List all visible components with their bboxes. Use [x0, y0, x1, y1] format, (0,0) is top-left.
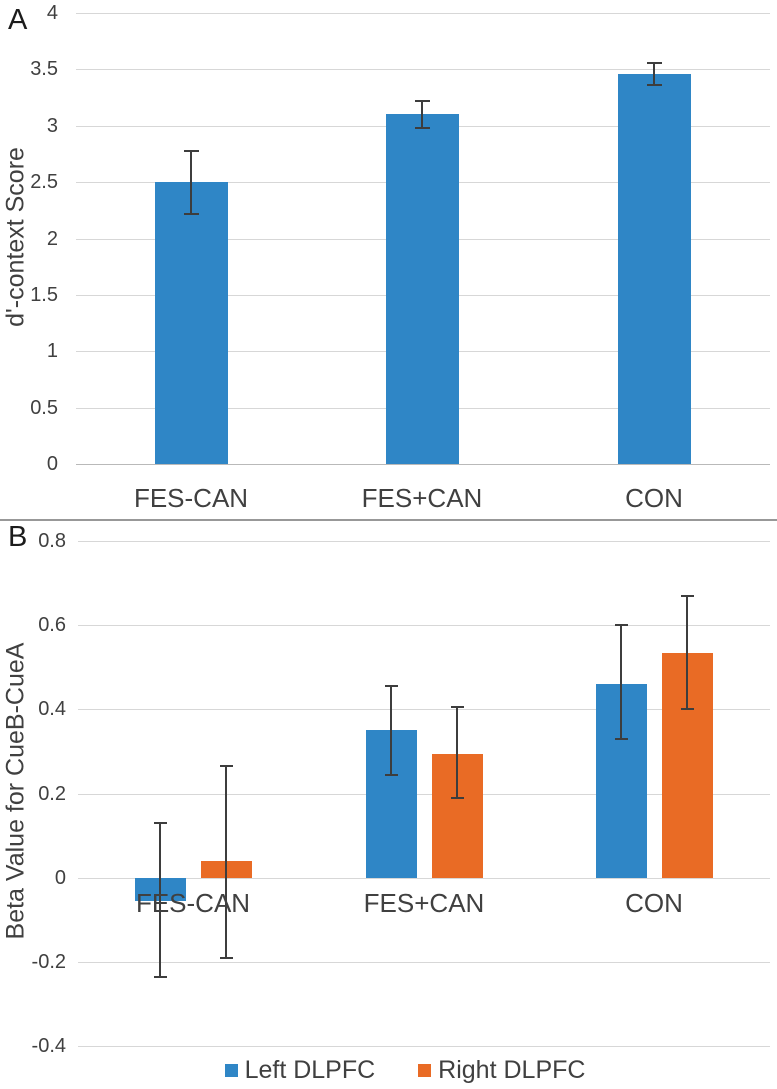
y-tick-label: 3.5	[30, 58, 58, 81]
y-tick-label: -0.2	[31, 950, 66, 973]
error-bar-line	[390, 686, 392, 775]
gridline	[76, 464, 770, 465]
panel-a-y-axis-title: d'-context Score	[1, 147, 30, 327]
legend: Left DLPFC Right DLPFC	[40, 1054, 770, 1086]
bar	[154, 182, 228, 464]
error-bar-cap-top	[153, 821, 167, 824]
error-bar-cap-bottom	[183, 212, 199, 215]
category-label: CON	[625, 483, 683, 513]
legend-label-left-dlpfc: Left DLPFC	[244, 1055, 376, 1084]
legend-item-left-dlpfc: Left DLPFC	[224, 1055, 376, 1085]
error-bar-line	[159, 822, 161, 977]
bar	[661, 652, 713, 878]
y-tick-label: 3	[46, 114, 58, 137]
y-tick-label: 1	[46, 340, 58, 363]
bar	[385, 114, 459, 464]
bar	[365, 730, 417, 878]
error-bar-cap-top	[614, 624, 628, 627]
gridline	[78, 793, 770, 795]
category-label: FES-CAN	[135, 888, 251, 918]
error-bar-cap-top	[414, 99, 430, 102]
bar	[134, 877, 186, 901]
gridline	[76, 294, 770, 296]
category-label: CON	[625, 888, 683, 918]
category-label: FES+CAN	[363, 888, 485, 918]
error-bar-line	[456, 707, 458, 798]
gridline	[78, 541, 770, 542]
error-bar-cap-bottom	[614, 737, 628, 740]
gridline	[76, 69, 770, 71]
bar	[431, 753, 483, 878]
gridline	[78, 961, 770, 963]
gridline	[76, 351, 770, 353]
panel-a-letter: A	[8, 4, 28, 36]
legend-label-right-dlpfc: Right DLPFC	[438, 1055, 586, 1084]
error-bar-cap-top	[384, 685, 398, 688]
error-bar-cap-bottom	[219, 956, 233, 959]
error-bar-cap-bottom	[153, 975, 167, 978]
error-bar-cap-bottom	[680, 708, 694, 711]
error-bar-cap-top	[680, 594, 694, 597]
legend-swatch-right-dlpfc	[418, 1063, 432, 1077]
gridline	[76, 125, 770, 127]
category-label: FES+CAN	[361, 483, 483, 513]
gridline	[78, 1046, 770, 1047]
gridline	[76, 407, 770, 409]
gridline	[78, 877, 770, 879]
y-tick-label: 0	[46, 453, 58, 475]
error-bar-cap-bottom	[450, 796, 464, 799]
gridline	[76, 182, 770, 184]
error-bar-cap-top	[219, 765, 233, 768]
panel-divider	[0, 519, 777, 521]
gridline	[76, 238, 770, 240]
error-bar-cap-bottom	[646, 84, 662, 87]
error-bar-line	[653, 62, 655, 86]
error-bar-line	[620, 625, 622, 739]
error-bar-cap-bottom	[414, 127, 430, 129]
error-bar-line	[421, 100, 423, 128]
gridline	[76, 13, 770, 14]
bar	[595, 684, 647, 878]
y-tick-label: 0.6	[38, 614, 66, 637]
error-bar-cap-top	[646, 61, 662, 64]
error-bar-line	[686, 595, 688, 710]
error-bar-cap-top	[450, 706, 464, 709]
error-bar-cap-top	[183, 149, 199, 152]
error-bar-cap-bottom	[384, 773, 398, 776]
bar	[200, 860, 252, 878]
bar	[617, 73, 691, 464]
category-label: FES-CAN	[133, 483, 249, 513]
error-bar-line	[190, 150, 192, 214]
panel-b-y-axis-title: Beta Value for CueB-CueA	[1, 642, 30, 940]
error-bar-line	[225, 766, 227, 958]
gridline	[78, 625, 770, 627]
gridline	[78, 709, 770, 711]
legend-item-right-dlpfc: Right DLPFC	[418, 1056, 585, 1085]
y-tick-label: 0.5	[30, 396, 58, 419]
panel-b-letter: B	[8, 521, 28, 553]
legend-swatch-left-dlpfc	[224, 1063, 238, 1077]
